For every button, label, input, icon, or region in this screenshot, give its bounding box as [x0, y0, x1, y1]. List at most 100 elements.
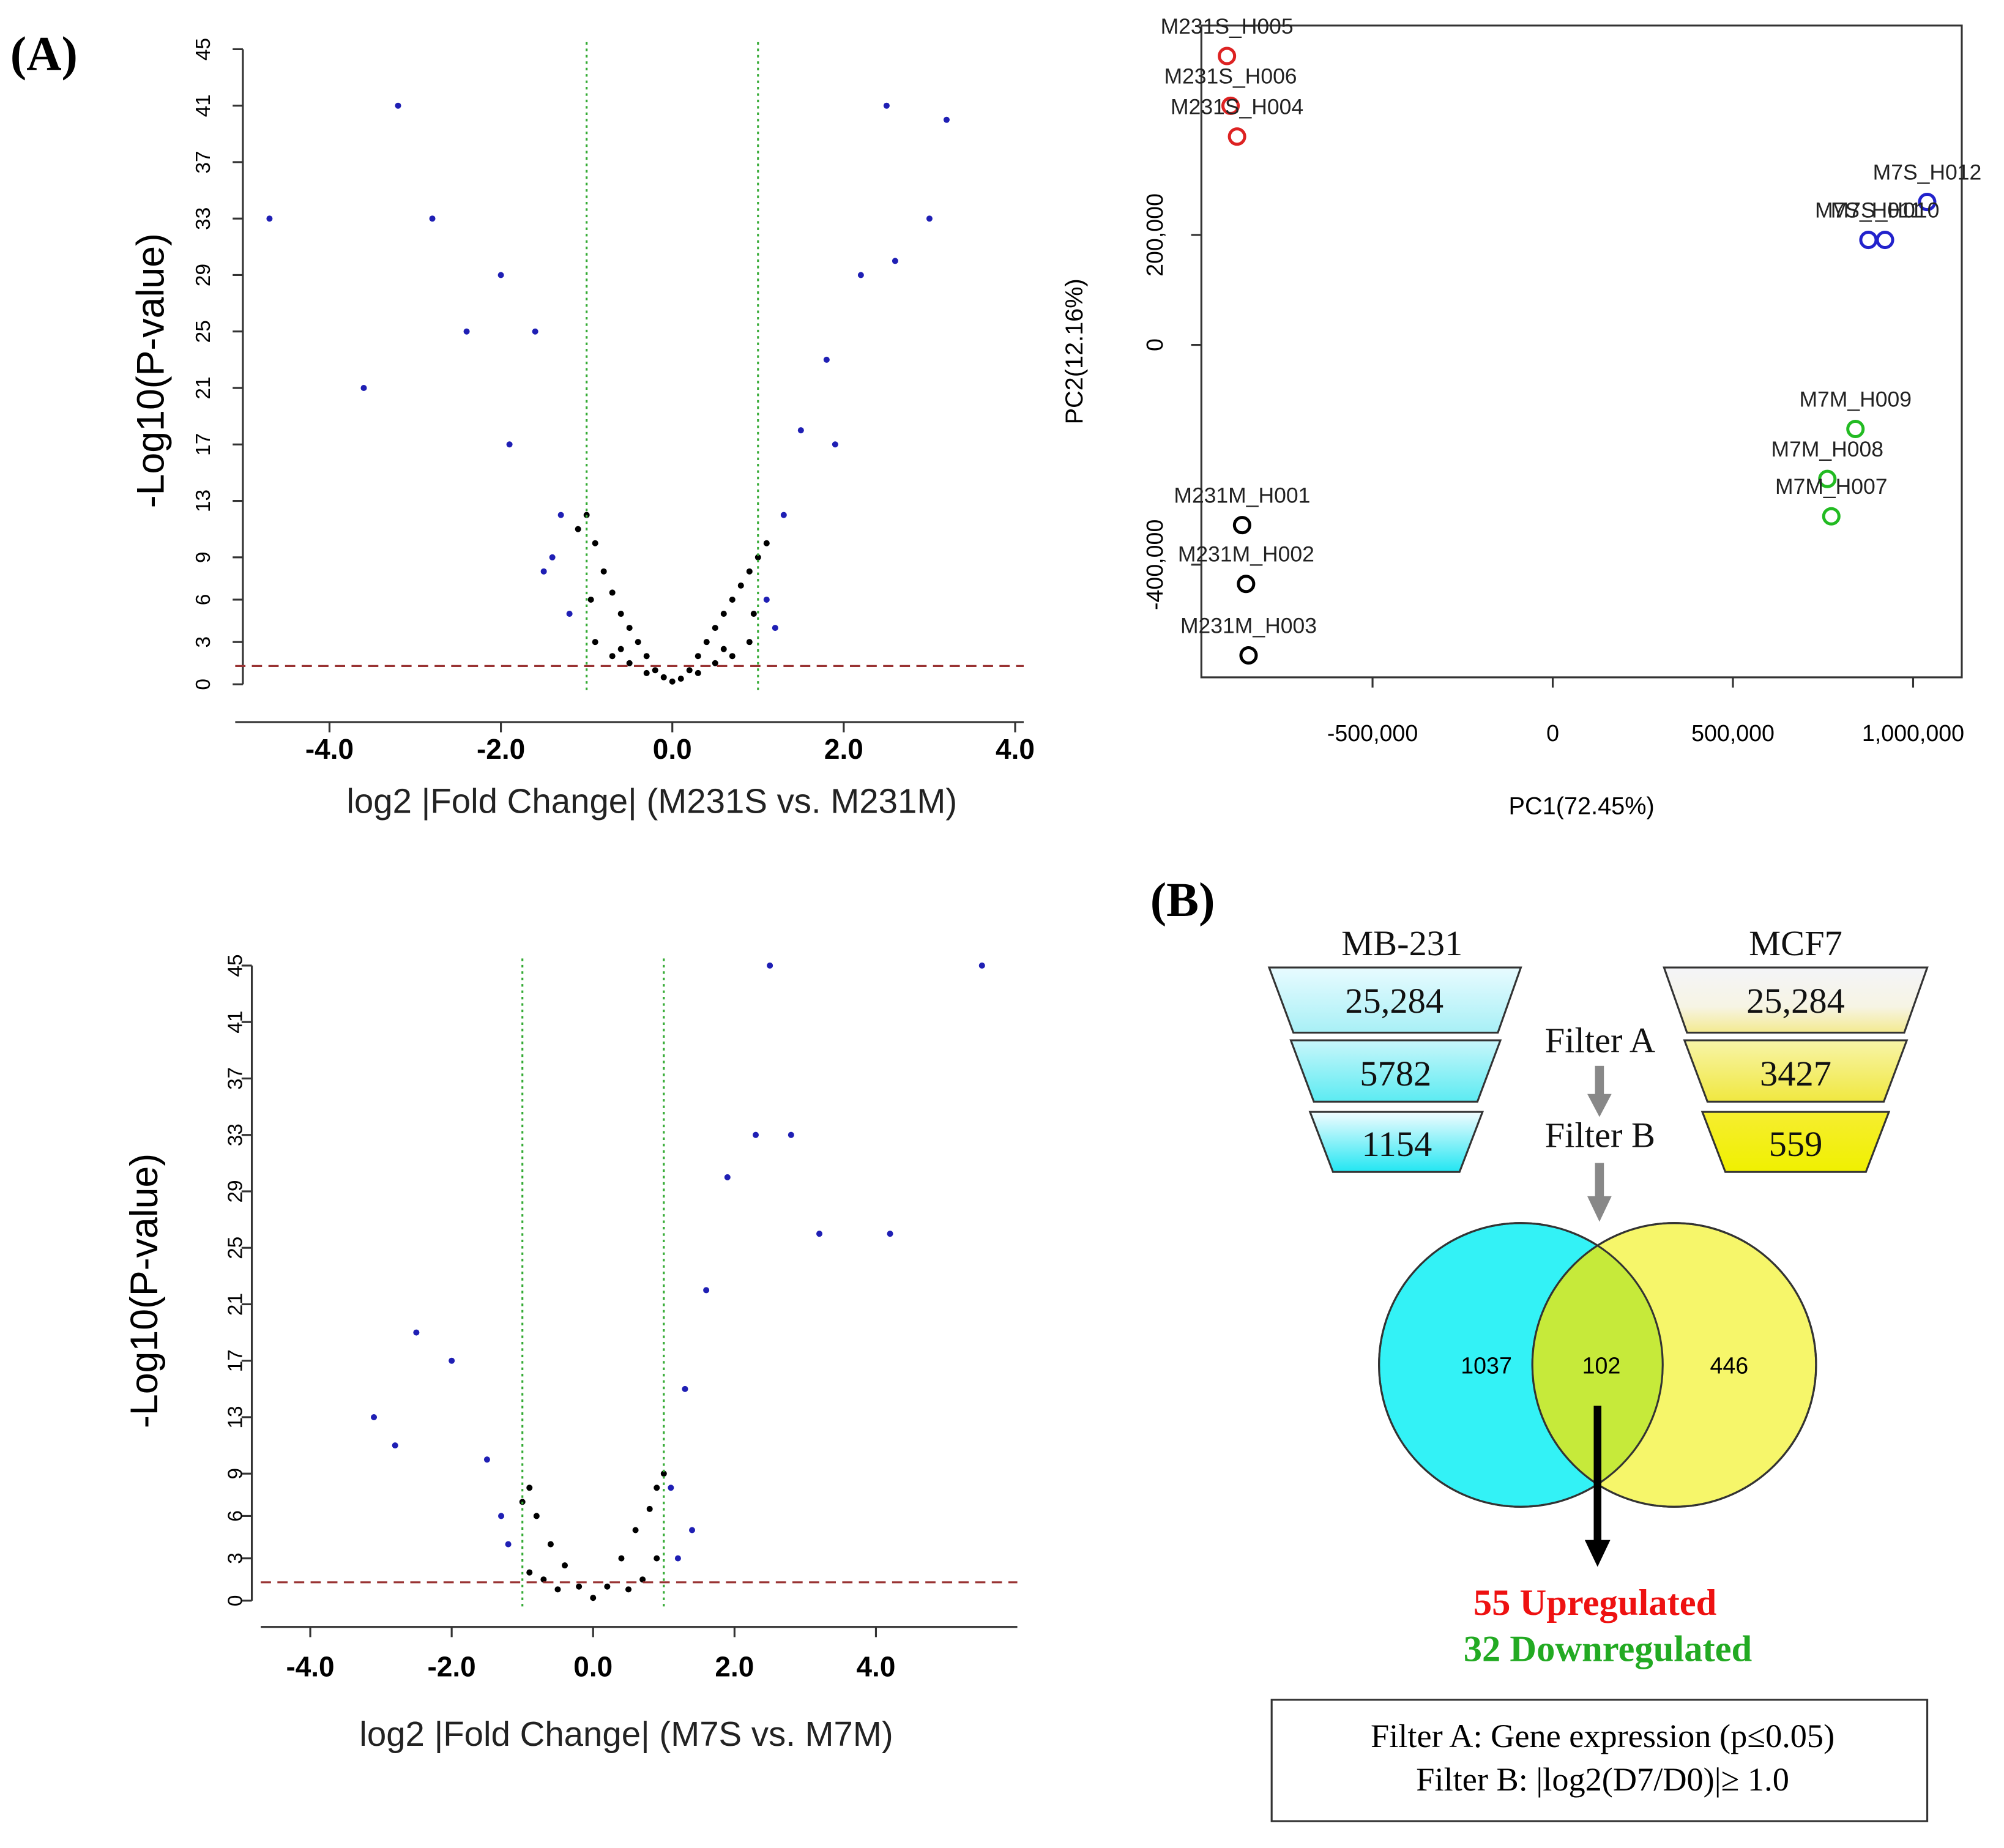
funnel-level: [1683, 1039, 1909, 1103]
point: [695, 669, 701, 676]
y-tick-label: 41: [224, 1011, 247, 1034]
point: [526, 1485, 533, 1491]
point: [724, 1174, 731, 1180]
point: [677, 676, 684, 682]
point: [617, 611, 624, 617]
point-label: M231S_H005: [1161, 14, 1294, 39]
legend-line: Filter B: |log2(D7/D0)|≥ 1.0: [1416, 1761, 1789, 1798]
point: [887, 1231, 893, 1237]
x-tick-label: 0.0: [653, 733, 692, 765]
y-tick-label: 33: [224, 1123, 247, 1146]
upregulated: 55 Upregulated: [1473, 1582, 1717, 1623]
point: [652, 667, 658, 674]
y-tick-label: 45: [224, 954, 247, 977]
point-label: M231S_H006: [1164, 64, 1297, 88]
x-tick-label: 4.0: [857, 1651, 896, 1683]
y-tick-label: -400,000: [1142, 520, 1168, 610]
point: [788, 1131, 794, 1138]
arrow-head: [1584, 1540, 1611, 1567]
funnel-level: [1308, 1111, 1484, 1173]
legend-line: Filter A: Gene expression (p≤0.05): [1371, 1718, 1835, 1754]
point: [978, 962, 985, 969]
funnel-value: 5782: [1360, 1054, 1431, 1094]
point: [660, 674, 667, 680]
point: [626, 660, 633, 666]
point: [566, 611, 573, 617]
x-axis-title-box: log2 |Fold Change| (M231S vs. M231M): [346, 782, 957, 821]
plot-frame: [1200, 24, 1963, 679]
point: [668, 1485, 674, 1491]
point: [669, 678, 676, 685]
x-axis-title: PC1(72.45%): [1509, 792, 1655, 819]
point: [1237, 575, 1256, 594]
point: [643, 653, 650, 660]
arrow-head: [1587, 1094, 1612, 1117]
funnel-title: MCF7: [1749, 923, 1842, 963]
point: [729, 653, 736, 660]
point-label: M7M_H007: [1775, 474, 1887, 499]
point: [1227, 127, 1246, 146]
y-tick-label: 41: [192, 94, 215, 117]
point: [883, 102, 890, 109]
point: [712, 660, 718, 666]
point: [583, 512, 590, 518]
point: [526, 1569, 533, 1576]
point: [654, 1485, 660, 1491]
point: [746, 639, 753, 646]
y-axis-title: -Log10(P-value): [129, 233, 172, 508]
point-label: M231M_H001: [1174, 483, 1310, 508]
point: [604, 1583, 611, 1590]
point: [703, 1287, 710, 1294]
arrow-head: [1587, 1196, 1612, 1222]
point: [540, 568, 547, 575]
point: [1221, 96, 1240, 115]
point-label: M7M_H009: [1799, 387, 1912, 411]
point: [533, 1513, 540, 1519]
point: [532, 328, 538, 335]
y-tick-label: 29: [224, 1180, 247, 1202]
point: [737, 582, 744, 589]
arrow-shaft: [1595, 1065, 1604, 1097]
funnel-left: [1267, 966, 1522, 1173]
y-tick-label: 6: [224, 1510, 247, 1522]
y-tick-label: 45: [192, 38, 215, 61]
x-axis-title: log2 |Fold Change| (M7S vs. M7M): [359, 1715, 893, 1754]
point: [797, 427, 804, 434]
filter-arrows: [1587, 1065, 1612, 1222]
point: [767, 962, 773, 969]
point: [1218, 47, 1237, 65]
point: [729, 596, 736, 603]
point: [943, 116, 950, 123]
venn-outline: [1378, 1222, 1664, 1508]
y-tick-label: 17: [224, 1349, 247, 1372]
point: [1822, 507, 1841, 526]
y-tick-label: 29: [192, 264, 215, 286]
x-tick-label: -4.0: [286, 1651, 334, 1683]
point: [505, 1541, 512, 1548]
point: [695, 653, 701, 660]
point-label: M7S_H011: [1815, 198, 1922, 222]
downregulated: 32 Downregulated: [1464, 1628, 1752, 1669]
venn-count: 102: [1582, 1353, 1621, 1379]
funnel-level: [1663, 966, 1929, 1034]
point: [576, 1583, 583, 1590]
y-axis-title: PC2(12.16%): [1061, 278, 1088, 424]
x-tick-label: -500,000: [1327, 720, 1418, 746]
point: [746, 568, 753, 575]
point: [1239, 646, 1258, 665]
point: [592, 540, 598, 546]
y-tick-label: 9: [192, 551, 215, 563]
funnel-value: 3427: [1760, 1054, 1831, 1094]
point: [609, 653, 616, 660]
filter-label: Filter A: [1545, 1021, 1655, 1060]
y-tick-label: 0: [192, 679, 215, 690]
point: [750, 611, 757, 617]
venn-outline: [1531, 1222, 1817, 1508]
point: [626, 625, 633, 632]
y-tick-label: 37: [224, 1067, 247, 1090]
y-tick-label: 3: [224, 1552, 247, 1564]
point: [720, 611, 727, 617]
point: [1859, 230, 1878, 250]
point: [371, 1414, 378, 1420]
point: [617, 646, 624, 652]
